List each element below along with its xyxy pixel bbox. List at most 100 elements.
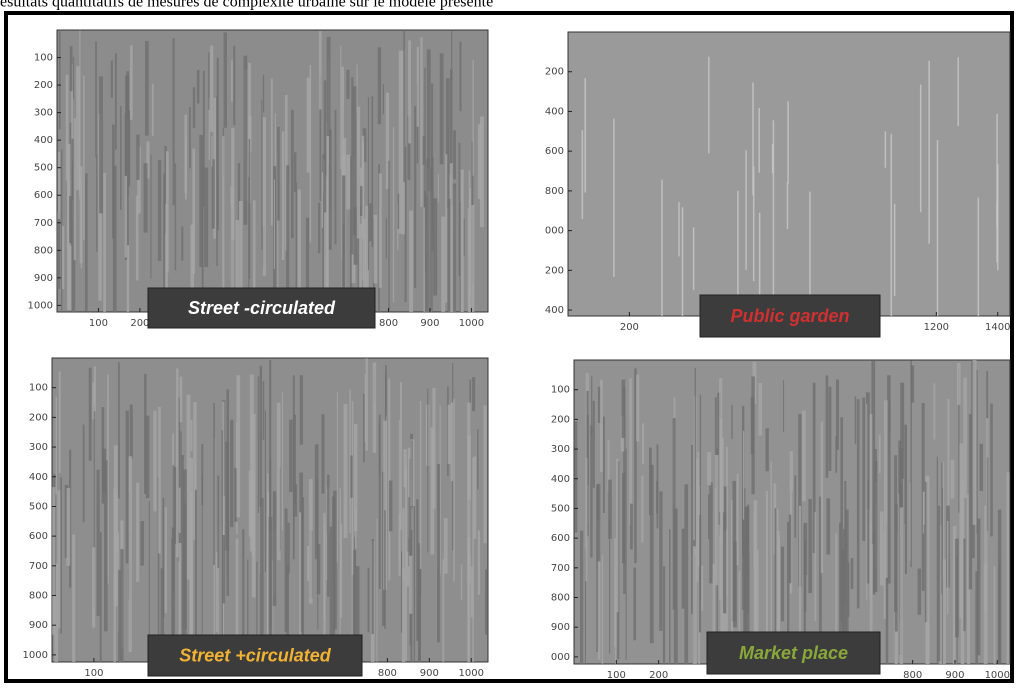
texture — [343, 404, 348, 539]
title-box — [147, 287, 376, 329]
texture — [208, 98, 210, 161]
texture — [873, 460, 878, 592]
texture — [952, 526, 957, 664]
texture — [378, 173, 382, 288]
y-tick-label: 200 — [545, 265, 564, 276]
texture — [221, 535, 226, 604]
texture — [866, 403, 868, 601]
texture — [402, 508, 405, 581]
y-tick-label: 000 — [545, 226, 564, 237]
y-tick-label: 400 — [545, 106, 564, 117]
texture — [937, 505, 941, 662]
y-tick-label: 400 — [545, 305, 564, 316]
texture — [437, 464, 440, 643]
texture — [963, 377, 967, 498]
texture — [403, 30, 405, 183]
texture — [110, 60, 113, 98]
texture — [362, 218, 367, 312]
texture — [430, 427, 435, 555]
texture — [52, 487, 56, 635]
texture — [292, 375, 295, 560]
texture — [116, 493, 118, 555]
texture — [694, 368, 696, 549]
texture — [409, 210, 414, 312]
texture — [738, 570, 741, 664]
plot-area — [567, 31, 1011, 317]
texture — [798, 505, 801, 664]
texture — [430, 83, 434, 228]
texture — [403, 449, 407, 488]
texture — [737, 190, 739, 311]
texture — [887, 375, 891, 584]
y-tick-label: 700 — [34, 218, 53, 229]
texture — [299, 472, 303, 632]
texture — [256, 561, 258, 637]
texture — [884, 131, 887, 168]
texture — [787, 521, 790, 664]
texture — [483, 405, 487, 544]
texture — [367, 97, 370, 271]
texture — [272, 491, 277, 606]
texture — [745, 150, 747, 270]
texture — [365, 358, 368, 451]
texture — [215, 551, 218, 633]
texture — [273, 179, 275, 269]
texture — [323, 512, 326, 641]
texture — [190, 419, 193, 452]
texture — [885, 525, 889, 664]
texture — [378, 414, 381, 589]
texture — [745, 507, 750, 614]
texture — [926, 477, 930, 664]
texture — [248, 115, 252, 152]
texture — [947, 398, 950, 554]
texture — [845, 509, 849, 664]
texture — [840, 417, 844, 622]
texture — [893, 203, 896, 296]
texture — [178, 543, 183, 641]
texture — [144, 373, 147, 494]
texture — [274, 113, 276, 175]
texture — [413, 505, 416, 662]
texture — [341, 66, 344, 259]
texture — [118, 569, 121, 662]
x-tick-label: 200 — [130, 318, 149, 329]
texture — [172, 38, 175, 206]
texture — [758, 212, 761, 316]
texture — [324, 175, 328, 312]
texture — [153, 410, 157, 512]
texture — [346, 154, 351, 210]
texture — [681, 528, 685, 609]
texture — [439, 53, 444, 165]
texture — [788, 514, 792, 584]
title-box — [706, 631, 881, 675]
texture — [355, 566, 360, 662]
texture — [917, 568, 922, 615]
texture — [72, 534, 76, 662]
x-tick-label: 1200 — [924, 322, 949, 333]
texture — [93, 404, 95, 607]
texture — [57, 151, 61, 220]
texture — [836, 379, 840, 450]
texture — [242, 529, 245, 662]
texture — [66, 144, 71, 310]
panel-title: Street -circulated — [188, 298, 336, 318]
texture — [157, 160, 162, 262]
texture — [427, 388, 429, 553]
texture — [408, 555, 413, 614]
texture — [889, 401, 891, 433]
texture — [719, 536, 721, 601]
y-tick-label: 300 — [29, 442, 48, 453]
texture — [217, 525, 219, 660]
texture — [125, 75, 130, 246]
texture — [57, 490, 61, 629]
texture — [634, 368, 637, 564]
y-tick-label: 600 — [29, 531, 48, 542]
texture — [673, 508, 678, 664]
texture — [356, 106, 361, 239]
texture — [649, 464, 654, 644]
texture — [398, 50, 402, 234]
texture — [287, 522, 290, 574]
texture — [372, 362, 377, 453]
texture — [336, 392, 338, 563]
x-tick-label: 900 — [420, 668, 439, 679]
